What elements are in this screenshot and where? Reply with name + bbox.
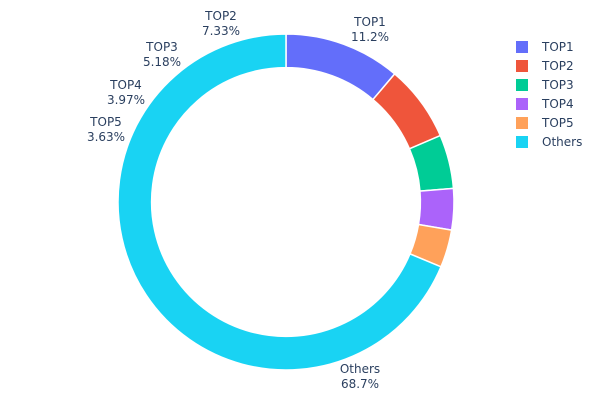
slice-name-label: Others	[340, 362, 380, 376]
legend-item[interactable]: TOP3	[516, 78, 574, 92]
slice-name-label: TOP5	[89, 115, 122, 129]
slice-name-label: TOP4	[109, 78, 142, 92]
slice-percent-label: 5.18%	[143, 55, 181, 69]
legend-item[interactable]: TOP1	[516, 40, 574, 54]
legend-label: TOP2	[541, 59, 574, 73]
legend-label: TOP1	[541, 40, 574, 54]
slice-percent-label: 11.2%	[351, 30, 389, 44]
legend-swatch	[516, 60, 528, 72]
slice-top4[interactable]	[417, 187, 455, 231]
legend-label: TOP5	[541, 116, 574, 130]
legend-label: TOP3	[541, 78, 574, 92]
slice-name-label: TOP2	[204, 9, 237, 23]
slice-others[interactable]	[117, 33, 442, 371]
legend-item[interactable]: TOP5	[516, 116, 574, 130]
legend-swatch	[516, 98, 528, 110]
legend-swatch	[516, 136, 528, 148]
slice-name-label: TOP1	[353, 15, 386, 29]
legend-item[interactable]: TOP2	[516, 59, 574, 73]
legend: TOP1 TOP2 TOP3 TOP4 TOP5 Others	[516, 40, 582, 149]
slice-percent-label: 3.63%	[87, 130, 125, 144]
slice-percent-label: 7.33%	[202, 24, 240, 38]
legend-label: Others	[542, 135, 582, 149]
legend-label: TOP4	[541, 97, 574, 111]
legend-item[interactable]: Others	[516, 135, 582, 149]
slice-percent-label: 3.97%	[107, 93, 145, 107]
legend-swatch	[516, 79, 528, 91]
slice-name-label: TOP3	[145, 40, 178, 54]
legend-swatch	[516, 41, 528, 53]
legend-swatch	[516, 117, 528, 129]
slice-percent-label: 68.7%	[341, 377, 379, 391]
legend-item[interactable]: TOP4	[516, 97, 574, 111]
slices	[117, 33, 455, 371]
